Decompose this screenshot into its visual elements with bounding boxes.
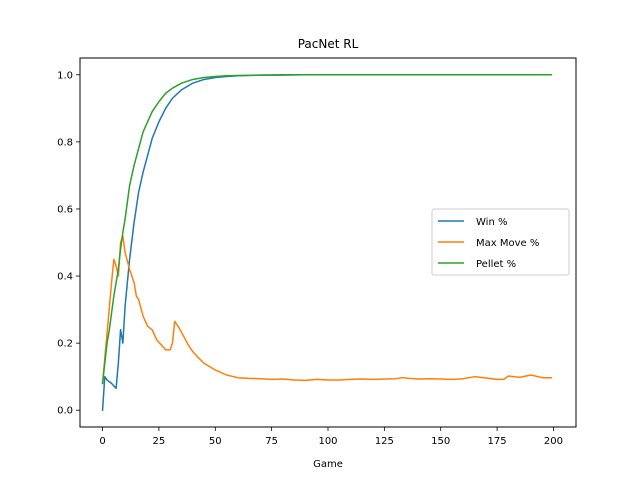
- plot-area: [101, 74, 552, 412]
- legend-label-2: Pellet %: [476, 259, 516, 270]
- chart-title: PacNet RL: [298, 37, 359, 51]
- y-tick-label: 0.6: [57, 204, 73, 215]
- legend-label-0: Win %: [476, 217, 507, 228]
- x-tick-label: 100: [318, 436, 337, 447]
- x-tick-label: 75: [265, 436, 278, 447]
- x-axis: 0 25 50 75 100 125 150 175 200: [99, 427, 563, 447]
- y-tick-label: 0.4: [57, 272, 73, 283]
- y-tick-label: 1.0: [57, 70, 73, 81]
- x-tick-label: 25: [153, 436, 166, 447]
- y-axis: 0.0 0.2 0.4 0.6 0.8 1.0: [57, 70, 80, 417]
- legend-box: [431, 208, 570, 276]
- x-tick-label: 175: [488, 436, 507, 447]
- x-tick-label: 125: [375, 436, 394, 447]
- x-tick-label: 200: [544, 436, 563, 447]
- y-tick-label: 0.2: [57, 339, 73, 350]
- legend-label-1: Max Move %: [476, 238, 539, 249]
- x-axis-label: Game: [313, 459, 343, 470]
- y-tick-label: 0.0: [57, 406, 73, 417]
- series-line-1: [101, 235, 552, 385]
- x-tick-label: 50: [209, 436, 222, 447]
- x-tick-label: 150: [431, 436, 450, 447]
- x-tick-label: 0: [99, 436, 105, 447]
- legend: Win % Max Move % Pellet %: [431, 208, 570, 276]
- series-line-2: [101, 74, 552, 385]
- y-tick-label: 0.8: [57, 137, 73, 148]
